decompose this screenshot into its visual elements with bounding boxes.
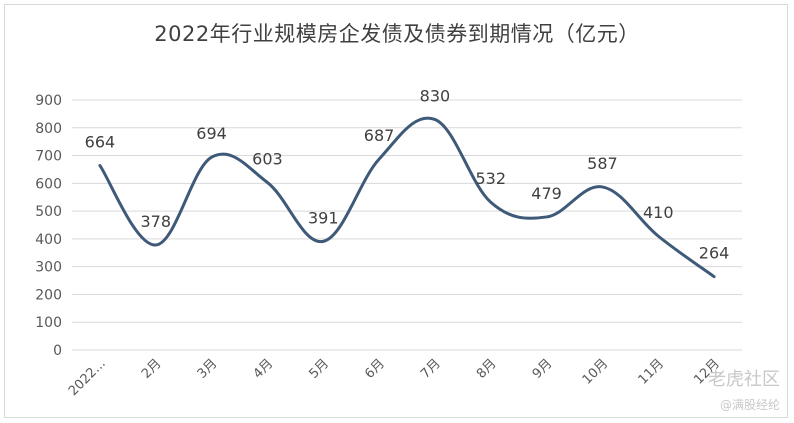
x-tick-label: 11月 [636,356,667,387]
data-label: 391 [308,208,339,227]
data-point [265,181,269,185]
x-tick-label: 10月 [580,356,611,387]
chart-title: 2022年行业规模房企发债及债券到期情况（亿元） [154,22,640,46]
y-tick-label: 700 [35,149,62,165]
data-label: 687 [364,126,395,145]
x-tick-label: 3月 [195,356,221,382]
y-tick-label: 200 [35,287,62,303]
data-label: 479 [531,184,562,203]
x-tick-label: 6月 [362,356,388,382]
x-tick-label: 2月 [139,356,165,382]
data-point [321,239,325,243]
y-tick-label: 800 [35,121,62,137]
x-tick-label: 9月 [530,356,556,382]
x-tick-label: 8月 [474,356,500,382]
x-tick-label: 5月 [306,356,332,382]
y-tick-label: 100 [35,315,62,331]
data-label: 532 [475,169,506,188]
data-point [433,117,437,121]
y-tick-label: 600 [35,176,62,192]
y-tick-label: 400 [35,232,62,248]
data-label: 378 [140,212,171,231]
watermark-handle: @满股经纶 [719,398,780,412]
data-point [656,234,660,238]
data-point [210,155,214,159]
data-point [98,164,102,168]
data-point [489,200,493,204]
series-line [98,116,716,279]
y-tick-label: 0 [53,343,62,359]
x-tick-label: 2022... [66,356,109,399]
data-label: 664 [85,133,116,152]
data-point [712,275,716,279]
data-point [154,243,158,247]
data-label: 587 [587,154,618,173]
data-label: 264 [699,244,730,263]
x-tick-label: 7月 [418,356,444,382]
watermark-brand: 老虎社区 [708,369,780,390]
data-point [545,215,549,219]
data-label: 410 [643,203,674,222]
y-tick-label: 900 [35,93,62,109]
x-tick-label: 4月 [251,356,277,382]
data-label: 694 [196,124,227,143]
data-label: 603 [252,150,283,169]
y-tick-label: 300 [35,260,62,276]
y-tick-label: 500 [35,204,62,220]
data-point [600,185,604,189]
data-label: 830 [420,86,451,105]
data-point [377,157,381,161]
